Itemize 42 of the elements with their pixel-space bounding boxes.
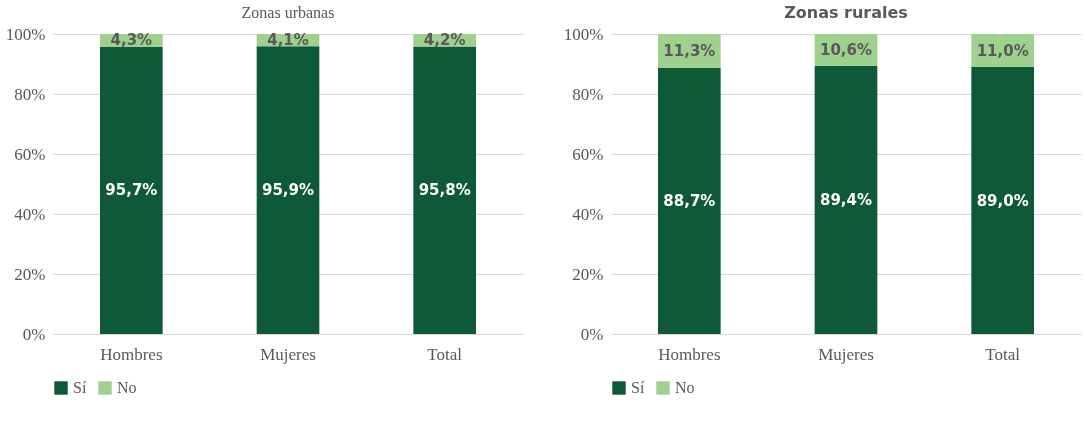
data-label: 11,3%: [663, 41, 716, 60]
y-tick-label: 80%: [572, 84, 604, 104]
y-tick-label: 60%: [14, 144, 46, 164]
bar: [100, 46, 163, 334]
data-label: 95,9%: [261, 181, 315, 200]
data-label: 10,6%: [819, 40, 873, 59]
x-tick-label: Hombres: [658, 344, 721, 364]
y-tick-label: 100%: [5, 24, 46, 44]
y-tick-label: 80%: [14, 84, 46, 104]
data-label: 88,7%: [663, 191, 716, 210]
y-tick-label: 20%: [572, 264, 604, 284]
data-label: 95,7%: [105, 181, 158, 200]
data-label: 4,1%: [267, 31, 309, 50]
data-label: 95,8%: [418, 181, 471, 200]
x-tick-label: Total: [427, 344, 463, 364]
data-label: 4,3%: [110, 31, 153, 50]
x-tick-label: Mujeres: [260, 344, 316, 364]
bar: [413, 46, 476, 334]
bar: [658, 67, 721, 334]
y-tick-label: 0%: [22, 324, 46, 344]
y-tick-label: 100%: [563, 24, 604, 44]
y-tick-label: 60%: [572, 144, 604, 164]
legend-label: Sí: [73, 379, 87, 396]
legend-label: No: [675, 379, 695, 396]
bar: [256, 46, 320, 334]
y-tick-label: 20%: [14, 264, 46, 284]
x-tick-label: Hombres: [100, 344, 163, 364]
legend-label: Sí: [631, 379, 645, 396]
data-label: 89,4%: [819, 190, 873, 209]
y-tick-label: 40%: [572, 204, 604, 224]
y-tick-label: 0%: [580, 324, 604, 344]
y-tick-label: 40%: [14, 204, 46, 224]
data-label: 89,0%: [976, 191, 1029, 210]
x-tick-label: Mujeres: [818, 344, 874, 364]
x-tick-label: Total: [985, 344, 1021, 364]
legend-label: No: [117, 379, 137, 396]
chart-title: Zonas urbanas: [241, 4, 335, 21]
data-label: 4,2%: [423, 31, 466, 50]
data-label: 11,0%: [976, 41, 1029, 60]
bar: [814, 65, 878, 334]
chart-title: Zonas rurales: [784, 3, 908, 22]
bar: [971, 67, 1034, 334]
